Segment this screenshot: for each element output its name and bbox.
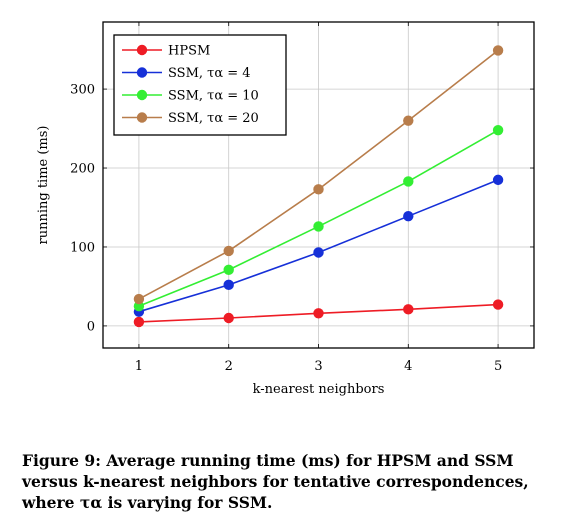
- legend-label: SSM, τα = 4: [168, 66, 251, 81]
- legend-item: HPSM: [122, 44, 210, 59]
- data-point: [313, 308, 324, 319]
- data-point: [223, 245, 234, 257]
- data-point: [492, 174, 504, 186]
- legend-marker: [136, 112, 148, 123]
- series-3: [133, 124, 504, 312]
- x-tick-label: 2: [225, 359, 233, 374]
- legend-item: SSM, τα = 10: [122, 89, 259, 104]
- y-tick-label: 300: [70, 83, 95, 98]
- data-point: [223, 279, 234, 291]
- legend: HPSM SSM, τα = 4 SSM, τα = 10 SSM, τα = 20: [113, 34, 287, 136]
- data-point: [133, 293, 145, 305]
- data-point: [403, 210, 414, 222]
- data-point: [133, 316, 145, 328]
- data-point: [403, 304, 414, 315]
- legend-marker: [136, 67, 148, 78]
- legend-marker: [136, 44, 148, 56]
- data-point: [492, 299, 504, 310]
- axis-ticks: 1 2 3 4 5 0 100 200 300: [70, 22, 534, 374]
- legend-label: SSM, τα = 10: [168, 89, 259, 104]
- legend-marker: [136, 89, 148, 101]
- y-tick-label: 100: [70, 240, 95, 255]
- data-point: [313, 184, 324, 195]
- data-point: [492, 45, 504, 56]
- x-tick-label: 4: [404, 359, 412, 374]
- legend-item: SSM, τα = 4: [122, 66, 251, 81]
- y-tick-label: 200: [70, 162, 95, 177]
- data-point: [133, 300, 145, 312]
- series-1: [133, 299, 504, 328]
- line-chart: 1 2 3 4 5 0 100 200 300 k-nearest neighbors runn…: [36, 21, 535, 397]
- legend-label: HPSM: [168, 44, 210, 59]
- x-axis-label: k-nearest neighbors: [253, 382, 385, 397]
- x-tick-label: 3: [314, 359, 322, 374]
- x-tick-label: 1: [135, 359, 143, 374]
- series-layer: [133, 45, 504, 328]
- x-tick-label: 5: [494, 359, 502, 374]
- series-4: [133, 45, 504, 305]
- y-tick-label: 0: [87, 319, 95, 334]
- y-axis-label: running time (ms): [36, 126, 51, 245]
- data-point: [223, 264, 234, 276]
- legend-item: SSM, τα = 20: [122, 111, 259, 126]
- data-point: [313, 221, 324, 232]
- data-point: [223, 312, 234, 324]
- data-point: [403, 176, 414, 187]
- data-point: [313, 247, 324, 258]
- data-point: [492, 124, 504, 136]
- legend-label: SSM, τα = 20: [168, 111, 259, 126]
- data-point: [403, 115, 414, 126]
- figure-caption: Figure 9: Average running time (ms) for …: [22, 450, 552, 513]
- caption-text: Figure 9: Average running time (ms) for …: [22, 451, 529, 512]
